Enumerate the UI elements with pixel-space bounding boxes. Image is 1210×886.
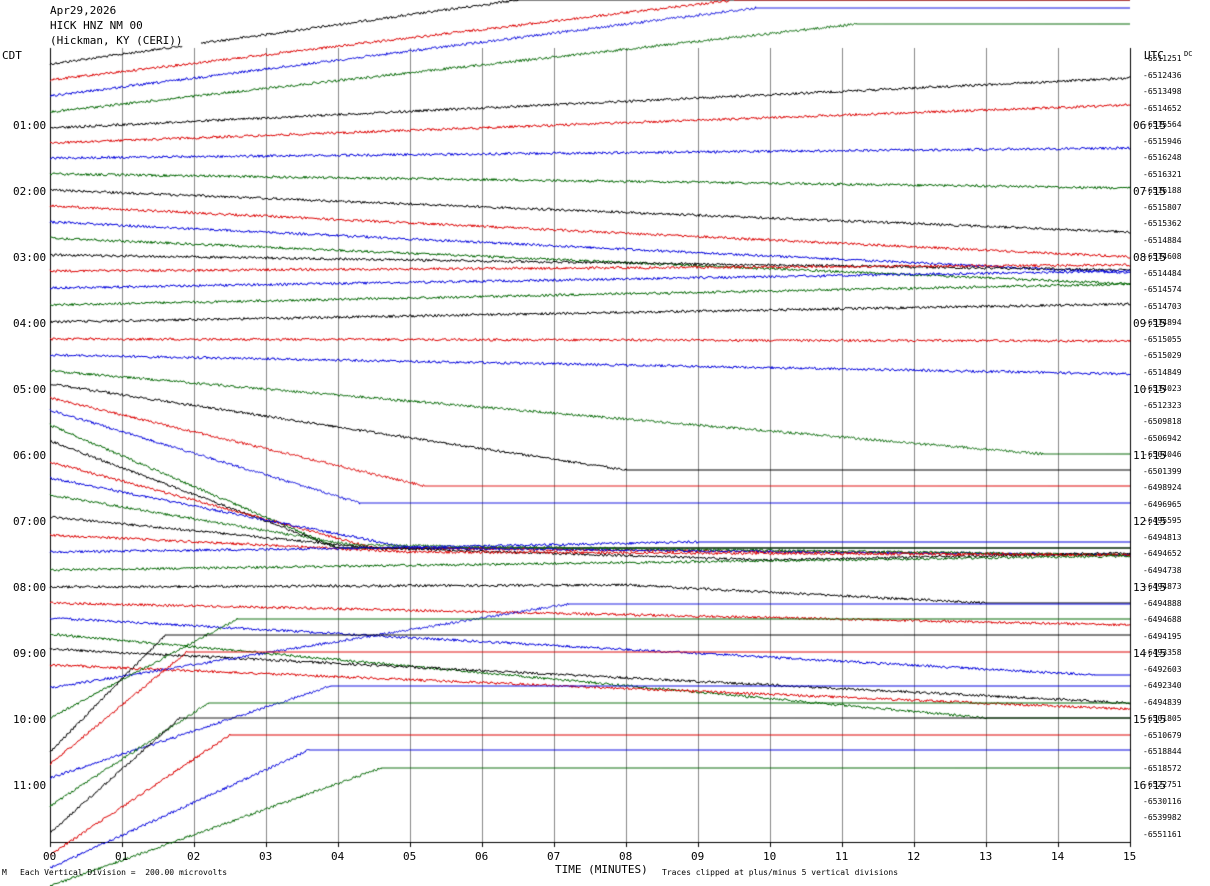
dc-offset-label: -6513498 (1143, 87, 1182, 96)
utc-hour-label: 10:15 (1133, 383, 1167, 396)
dc-offset-label: -6512323 (1143, 401, 1182, 410)
dc-offset-label: -6514484 (1143, 269, 1182, 278)
dc-offset-label: -6515029 (1143, 351, 1182, 360)
dc-offset-label: -6509818 (1143, 417, 1182, 426)
utc-hour-label: 08:15 (1133, 251, 1167, 264)
x-tick-label: 01 (115, 850, 129, 863)
dc-offset-label: -6516321 (1143, 170, 1182, 179)
dc-offset-label: -6498924 (1143, 483, 1182, 492)
x-tick-label: 02 (187, 850, 201, 863)
dc-offset-label: -6496965 (1143, 500, 1182, 509)
dc-offset-label: -6514023 (1143, 384, 1182, 393)
dc-offset-label: -6494738 (1143, 566, 1182, 575)
dc-offset-label: -6511251 (1143, 54, 1182, 63)
x-tick-label: 08 (619, 850, 633, 863)
x-tick-label: 14 (1051, 850, 1065, 863)
cdt-hour-label: 04:00 (13, 317, 47, 330)
cdt-hour-label: 07:00 (13, 515, 47, 528)
record-date: Apr29,2026 (50, 4, 117, 17)
dc-offset-label: -6518844 (1143, 747, 1182, 756)
cdt-hour-label: 09:00 (13, 647, 47, 660)
utc-hour-label: 13:15 (1133, 581, 1167, 594)
dc-offset-label: -6492340 (1143, 681, 1182, 690)
corner-mark: M (2, 868, 7, 877)
dc-offset-label: -6516188 (1143, 186, 1182, 195)
dc-offset-label: -6514574 (1143, 285, 1182, 294)
utc-hour-label: 15:15 (1133, 713, 1167, 726)
dc-offset-label: -6514608 (1143, 252, 1182, 261)
dc-offset-label: -6522751 (1143, 780, 1182, 789)
dc-offset-label: -6515362 (1143, 219, 1182, 228)
cdt-hour-label: 03:00 (13, 251, 47, 264)
cdt-hour-label: 11:00 (13, 779, 47, 792)
dc-offset-label: -6494688 (1143, 615, 1182, 624)
dc-offset-label: -6515564 (1143, 120, 1182, 129)
utc-hour-label: 07:15 (1133, 185, 1167, 198)
station-name: (Hickman, KY (CERI)) (50, 34, 183, 47)
cdt-hour-label: 06:00 (13, 449, 47, 462)
x-tick-label: 15 (1123, 850, 1137, 863)
dc-offset-label: -6512436 (1143, 71, 1182, 80)
dc-offset-label: -6514652 (1143, 104, 1182, 113)
utc-hour-label: 09:15 (1133, 317, 1167, 330)
x-tick-label: 06 (475, 850, 489, 863)
cdt-hour-label: 08:00 (13, 581, 47, 594)
dc-offset-label: -6516248 (1143, 153, 1182, 162)
dc-offset-label: -6494652 (1143, 549, 1182, 558)
channel-code: HICK HNZ NM 00 (50, 19, 143, 32)
dc-offset-label: -6514884 (1143, 236, 1182, 245)
cdt-hour-label: 10:00 (13, 713, 47, 726)
dc-offset-label: -6504046 (1143, 450, 1182, 459)
x-axis-title: TIME (MINUTES) (555, 863, 648, 876)
dc-offset-label: -6492603 (1143, 665, 1182, 674)
x-tick-label: 12 (907, 850, 921, 863)
dc-offset-label: -6506942 (1143, 434, 1182, 443)
utc-time-label: UTC (1144, 49, 1164, 62)
local-time-label: CDT (2, 49, 22, 62)
dc-offset-label: -6501399 (1143, 467, 1182, 476)
scale-note: Each Vertical Division = 200.00 microvol… (20, 868, 228, 877)
dc-offset-label: -6515055 (1143, 335, 1182, 344)
cdt-hour-label: 02:00 (13, 185, 47, 198)
clip-note: Traces clipped at plus/minus 5 vertical … (662, 868, 899, 877)
dc-offset-label: -6539982 (1143, 813, 1182, 822)
dc-offset-label: -6494813 (1143, 533, 1182, 542)
x-tick-label: 05 (403, 850, 417, 863)
dc-offset-label: -6495595 (1143, 516, 1182, 525)
x-tick-label: 00 (43, 850, 57, 863)
x-tick-label: 10 (763, 850, 777, 863)
dc-label: DC (1184, 50, 1193, 58)
dc-offset-label: -6551161 (1143, 830, 1182, 839)
x-tick-label: 04 (331, 850, 345, 863)
utc-hour-label: 06:15 (1133, 119, 1167, 132)
dc-offset-label: -6493358 (1143, 648, 1182, 657)
x-tick-label: 07 (547, 850, 561, 863)
x-tick-label: 03 (259, 850, 273, 863)
dc-offset-label: -6514703 (1143, 302, 1182, 311)
utc-hour-label: 12:15 (1133, 515, 1167, 528)
dc-offset-label: -6494839 (1143, 698, 1182, 707)
utc-hour-label: 16:15 (1133, 779, 1167, 792)
x-tick-label: 13 (979, 850, 993, 863)
utc-hour-label: 11:15 (1133, 449, 1167, 462)
dc-offset-label: -6510679 (1143, 731, 1182, 740)
dc-offset-label: -6514849 (1143, 368, 1182, 377)
dc-offset-label: -6515807 (1143, 203, 1182, 212)
cdt-hour-label: 05:00 (13, 383, 47, 396)
dc-offset-label: -6515946 (1143, 137, 1182, 146)
dc-offset-label: -6494195 (1143, 632, 1182, 641)
cdt-hour-label: 01:00 (13, 119, 47, 132)
dc-offset-label: -6518572 (1143, 764, 1182, 773)
dc-offset-label: -6501805 (1143, 714, 1182, 723)
utc-hour-label: 14:15 (1133, 647, 1167, 660)
dc-offset-label: -6530116 (1143, 797, 1182, 806)
dc-offset-label: -6514894 (1143, 318, 1182, 327)
x-tick-label: 09 (691, 850, 705, 863)
dc-offset-label: -6494888 (1143, 599, 1182, 608)
dc-offset-label: -6494873 (1143, 582, 1182, 591)
x-tick-label: 11 (835, 850, 849, 863)
